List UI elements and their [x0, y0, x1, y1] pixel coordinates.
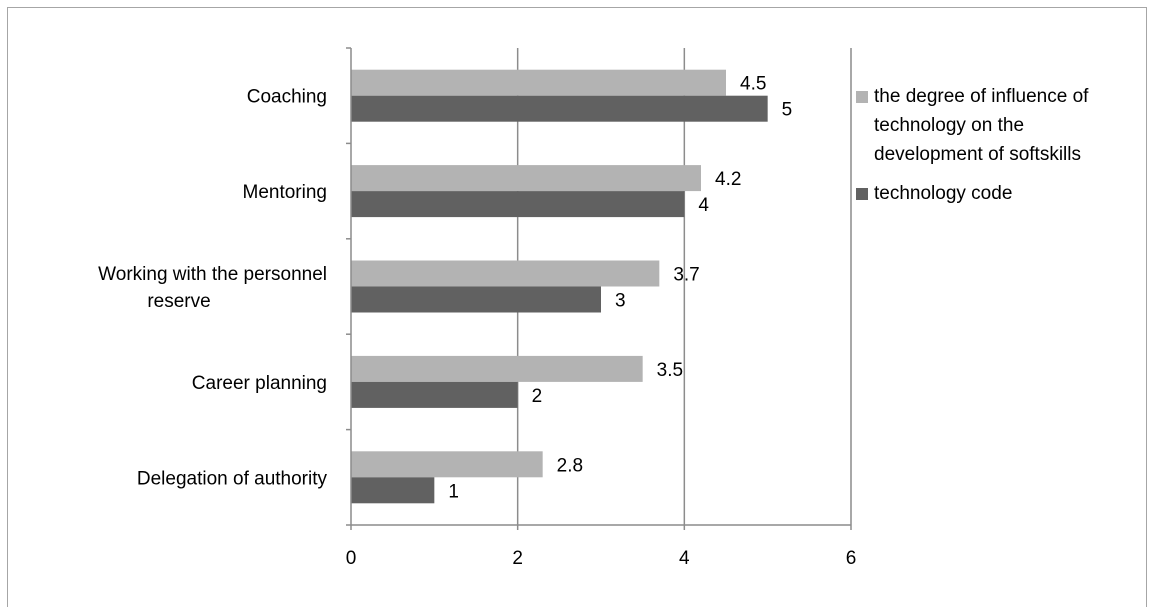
data-label: 1 — [448, 481, 459, 502]
x-tick-label: 4 — [679, 548, 690, 569]
bar-chart: 0 2 4 6 2.8 1 Delegation of authority 3.5 2 Caree… — [98, 47, 856, 569]
bar-influence — [351, 165, 701, 192]
bars — [351, 69, 768, 504]
legend: the degree of influence of technology on… — [856, 82, 1116, 208]
category-label: Delegation of authority — [137, 468, 328, 489]
category-label: Career planning — [192, 373, 327, 394]
legend-item-influence: the degree of influence of technology on… — [856, 82, 1116, 169]
legend-swatch-influence — [856, 91, 868, 103]
category-label: Mentoring — [243, 182, 328, 203]
bar-influence — [351, 260, 660, 287]
data-label: 2 — [532, 386, 543, 407]
bar-technology-code — [351, 381, 518, 408]
data-label: 3.5 — [657, 360, 683, 381]
legend-label-influence: the degree of influence of technology on… — [874, 86, 1089, 165]
chart-frame — [7, 7, 1147, 607]
x-tick-label: 2 — [512, 548, 523, 569]
bar-influence — [351, 451, 543, 478]
category-label: reserve — [147, 291, 210, 312]
data-label: 3.7 — [673, 265, 699, 286]
bar-influence — [351, 69, 726, 96]
legend-label-technology-code: technology code — [874, 183, 1013, 204]
bar-technology-code — [351, 95, 768, 122]
data-label: 3 — [615, 291, 626, 312]
legend-item-technology-code: technology code — [856, 179, 1116, 208]
legend-swatch-technology-code — [856, 188, 868, 200]
bar-technology-code — [351, 477, 435, 504]
bar-technology-code — [351, 286, 601, 313]
x-tick-label: 0 — [346, 548, 357, 569]
category-label: Coaching — [247, 87, 327, 108]
data-label: 5 — [782, 100, 793, 121]
x-tick-label: 6 — [846, 548, 857, 569]
data-label: 4.2 — [715, 169, 741, 190]
bar-technology-code — [351, 191, 685, 218]
labels: 0 2 4 6 2.8 1 Delegation of authority 3.5 2 Caree… — [98, 74, 856, 569]
category-label: Working with the personnel — [98, 264, 327, 285]
data-label: 4.5 — [740, 74, 766, 95]
bar-influence — [351, 355, 643, 382]
data-label: 4 — [698, 195, 709, 216]
axes — [346, 47, 852, 530]
data-label: 2.8 — [557, 455, 583, 476]
